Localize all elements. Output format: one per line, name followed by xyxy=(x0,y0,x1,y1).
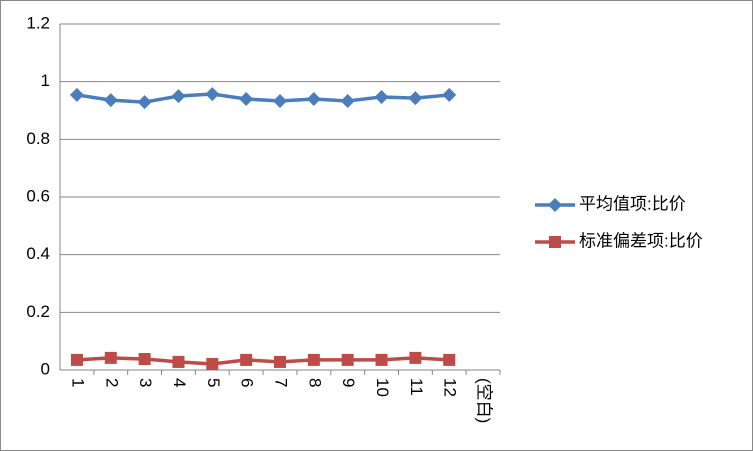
legend-label: 标准偏差项:比价 xyxy=(579,231,703,250)
x-tick-label: 6 xyxy=(238,378,257,387)
marker xyxy=(240,353,253,366)
y-tick-label: 1 xyxy=(41,71,50,90)
x-tick-label: 3 xyxy=(136,378,155,387)
x-tick-label: 1 xyxy=(68,378,87,387)
marker xyxy=(273,93,287,108)
marker xyxy=(409,351,422,364)
x-tick-label: 9 xyxy=(339,378,358,387)
x-tick-label: 5 xyxy=(204,378,223,387)
marker xyxy=(374,89,389,104)
y-tick-label: 1.2 xyxy=(26,13,50,32)
marker xyxy=(239,91,254,106)
x-tick-label: 4 xyxy=(170,378,189,387)
marker xyxy=(274,355,286,368)
marker xyxy=(442,87,457,102)
legend-label: 平均值项:比价 xyxy=(579,194,686,213)
marker xyxy=(104,351,117,364)
y-tick-label: 0.8 xyxy=(26,129,50,148)
marker xyxy=(443,353,456,366)
x-tick-label: 11 xyxy=(407,378,426,396)
marker xyxy=(138,353,151,366)
marker xyxy=(103,93,118,108)
marker xyxy=(69,87,84,102)
y-tick-label: 0.6 xyxy=(26,186,50,205)
marker xyxy=(340,93,355,108)
x-tick-label: 12 xyxy=(441,378,460,397)
x-tick-label: (空白) xyxy=(475,378,494,423)
marker xyxy=(307,353,320,366)
marker xyxy=(137,95,152,110)
marker xyxy=(408,91,423,106)
y-tick-label: 0.2 xyxy=(26,302,50,321)
y-tick-label: 0 xyxy=(41,359,50,378)
marker xyxy=(206,357,219,370)
y-tick-label: 0.4 xyxy=(26,244,50,263)
marker xyxy=(375,353,388,366)
marker xyxy=(171,89,186,104)
x-tick-label: 7 xyxy=(272,378,291,387)
marker xyxy=(70,353,83,366)
legend-marker xyxy=(549,236,561,248)
marker xyxy=(341,353,354,366)
marker xyxy=(172,355,185,368)
marker xyxy=(306,91,321,106)
marker xyxy=(205,87,220,102)
legend-marker xyxy=(548,198,562,212)
x-tick-label: 8 xyxy=(305,378,324,387)
x-tick-label: 2 xyxy=(102,378,121,387)
x-tick-label: 10 xyxy=(373,378,392,397)
